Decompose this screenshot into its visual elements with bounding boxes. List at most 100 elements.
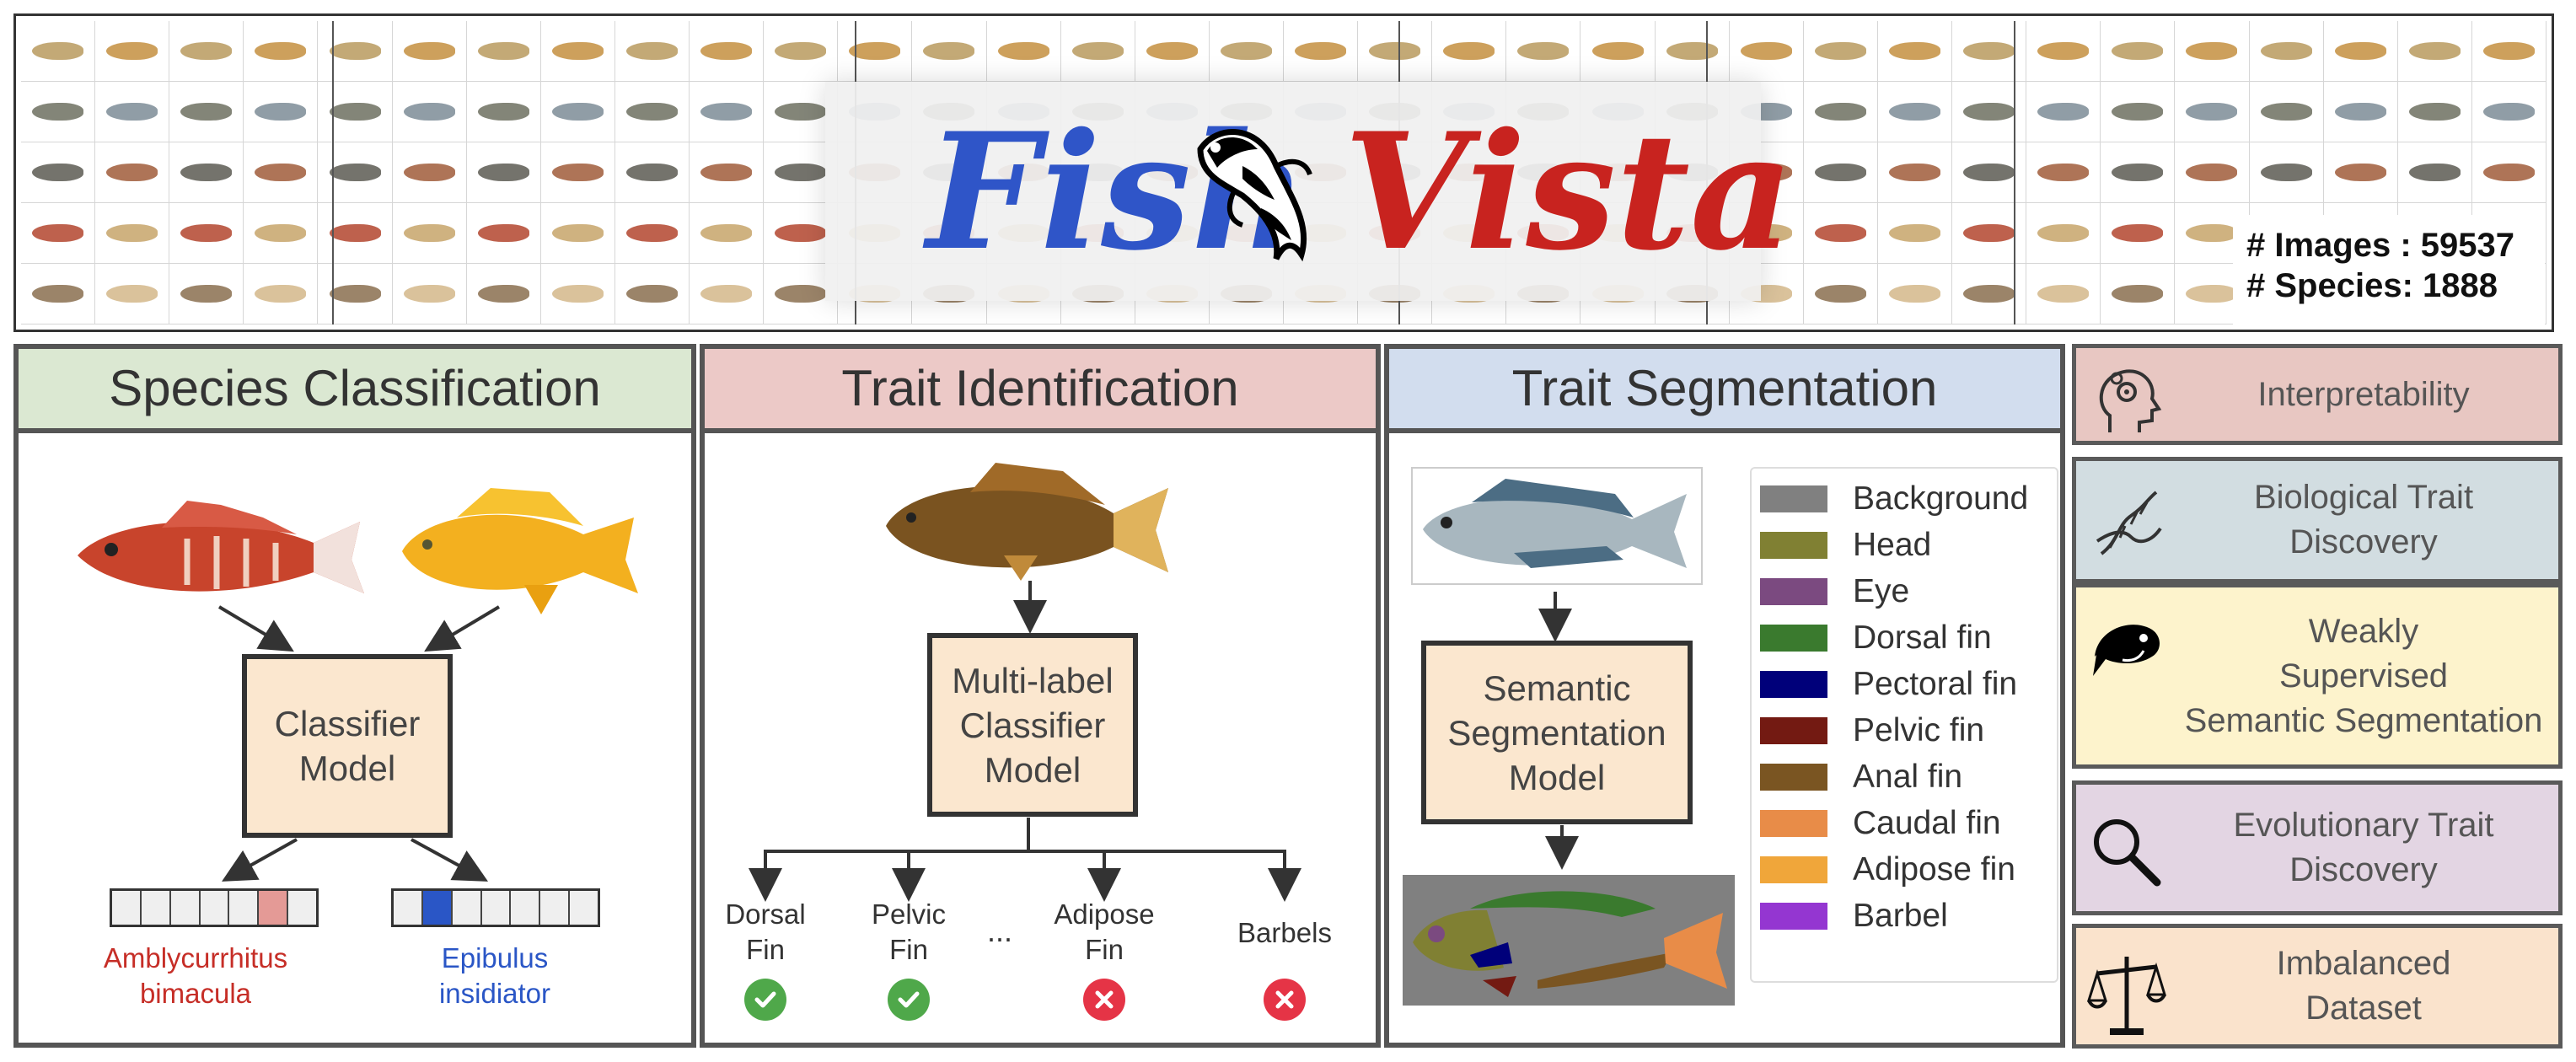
legend-swatch — [1760, 671, 1827, 698]
legend-item: Adipose fin — [1760, 851, 2015, 888]
fish-thumbnail — [21, 21, 96, 82]
fish-thumbnail — [1877, 142, 1953, 203]
present-check-icon — [888, 979, 930, 1021]
legend-item: Background — [1760, 480, 2028, 517]
fish-thumbnail — [690, 264, 765, 324]
fish-thumbnail — [614, 21, 690, 82]
fish-thumbnail — [986, 21, 1061, 82]
fish-thumbnail — [1952, 82, 2027, 142]
trait-output-ellipsis: ... — [986, 914, 1012, 948]
fish-thumbnail — [318, 264, 393, 324]
fish-thumbnail — [1358, 21, 1433, 82]
semantic-segmentation-model-box: Semantic Segmentation Model — [1421, 641, 1693, 824]
fish-thumbnail — [1877, 264, 1953, 324]
fish-thumbnail — [392, 21, 467, 82]
fish-thumbnail — [1135, 21, 1210, 82]
legend-swatch — [1760, 764, 1827, 791]
classifier-model-box: Classifier Model — [242, 654, 453, 838]
fish-thumbnail — [244, 21, 319, 82]
fish-thumbnail — [466, 82, 541, 142]
fish-thumbnail — [466, 264, 541, 324]
present-check-icon — [744, 979, 786, 1021]
legend-swatch — [1760, 625, 1827, 652]
application-label-line: Evolutionary Trait — [2233, 807, 2494, 844]
application-label-line: Weakly — [2308, 612, 2419, 650]
fish-thumbnail — [169, 203, 244, 264]
dna-icon — [2085, 482, 2169, 578]
caption-line: Dorsal — [725, 898, 806, 930]
fish-thumbnail — [690, 203, 765, 264]
trait-output-barbels: Barbels — [1237, 917, 1332, 948]
balance-scale-icon — [2085, 948, 2169, 1053]
caption-line: Fin — [1085, 934, 1124, 965]
panel-title: Trait Identification — [705, 349, 1376, 433]
fish-thumbnail — [95, 142, 170, 203]
fish-thumbnail — [244, 203, 319, 264]
fish-thumbnail — [1952, 21, 2027, 82]
fish-thumbnail — [21, 264, 96, 324]
segmentation-mask-output — [1403, 875, 1735, 1006]
fish-thumbnail — [2101, 82, 2176, 142]
application-label: Imbalanced Dataset — [2170, 941, 2557, 1031]
fish-thumbnail — [21, 142, 96, 203]
legend-item: Anal fin — [1760, 759, 1963, 795]
logo-word-vista: Vista — [1344, 98, 1795, 286]
fish-thumbnail — [2101, 203, 2176, 264]
fish-thumbnail — [244, 82, 319, 142]
legend-swatch — [1760, 578, 1827, 605]
fish-thumbnail — [392, 142, 467, 203]
fish-thumbnail — [1877, 21, 1953, 82]
grid-divider — [2014, 21, 2015, 324]
model-label-line: Semantic — [1483, 668, 1631, 708]
trait-output-adipose-fin: Adipose Fin — [1045, 897, 1163, 968]
fish-thumbnail — [912, 21, 987, 82]
application-label: Weakly Supervised Semantic Segmentation — [2170, 609, 2557, 743]
legend-item: Barbel — [1760, 898, 1948, 934]
fish-thumbnail — [2026, 82, 2101, 142]
fish-thumbnail — [95, 82, 170, 142]
fish-thumbnail — [169, 21, 244, 82]
fish-thumbnail — [2397, 82, 2472, 142]
fish-thumbnail — [690, 21, 765, 82]
caption-line: insidiator — [438, 978, 551, 1009]
fish-thumbnail — [540, 142, 615, 203]
legend-swatch — [1760, 532, 1827, 559]
fish-thumbnail — [2026, 203, 2101, 264]
fish-thumbnail — [466, 203, 541, 264]
fish-image-mosaic-banner: Fish Vista # Images : 59537 # Species: 1… — [13, 13, 2554, 332]
trait-output-pelvic-fin: Pelvic Fin — [858, 897, 959, 968]
fish-thumbnail — [2101, 142, 2176, 203]
legend-label: Anal fin — [1853, 759, 1963, 795]
fish-thumbnail — [2471, 82, 2546, 142]
legend-item: Pelvic fin — [1760, 712, 1984, 748]
panel-title: Trait Segmentation — [1389, 349, 2060, 433]
fish-thumbnail — [2323, 21, 2398, 82]
multilabel-classifier-model-box: Multi-label Classifier Model — [927, 633, 1138, 817]
caption-line: Fin — [889, 934, 928, 965]
stats-images-count: # Images : 59537 — [2246, 227, 2514, 264]
species-label-amblycurrhitus: Amblycurrhitus bimacula — [69, 941, 322, 1011]
legend-label: Eye — [1853, 573, 1910, 609]
grid-divider — [332, 21, 334, 324]
fish-thumbnail — [2026, 142, 2101, 203]
fish-thumbnail — [95, 264, 170, 324]
legend-item: Eye — [1760, 573, 1910, 609]
fish-thumbnail — [1803, 142, 1878, 203]
legend-item: Head — [1760, 527, 1931, 563]
application-label-line: Biological Trait — [2253, 479, 2474, 516]
absent-cross-icon — [1083, 979, 1125, 1021]
legend-swatch — [1760, 485, 1827, 512]
model-label-line: Classifier — [959, 705, 1106, 745]
brain-gears-icon — [2085, 357, 2169, 453]
application-label: Biological Trait Discovery — [2170, 475, 2557, 565]
carp-fish-image — [886, 463, 1168, 581]
caption-line: Amblycurrhitus — [103, 942, 288, 974]
fish-thumbnail — [466, 142, 541, 203]
fish-thumbnail — [1655, 21, 1730, 82]
fish-thumbnail — [1729, 21, 1804, 82]
application-label: Evolutionary Trait Discovery — [2170, 803, 2557, 893]
fish-thumbnail — [2249, 142, 2324, 203]
caption-line: Pelvic — [871, 898, 947, 930]
model-label-line: Multi-label — [952, 660, 1114, 700]
red-wrasse-fish-image — [78, 501, 364, 593]
